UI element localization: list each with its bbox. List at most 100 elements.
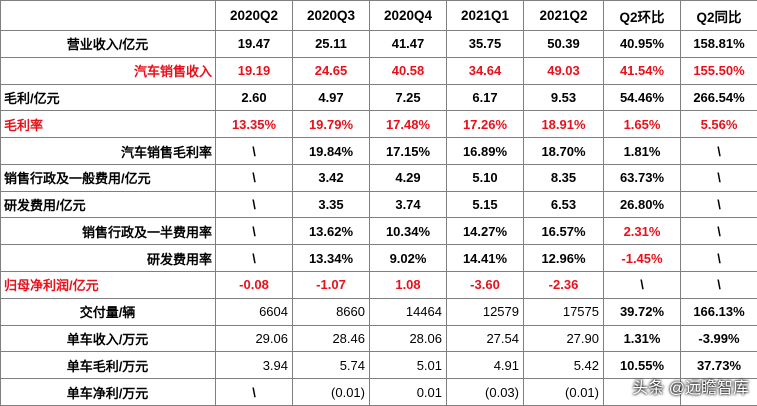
table-cell: -3.99% (680, 324, 757, 353)
table-cell: 8660 (292, 297, 370, 326)
table-cell: 34.64 (446, 56, 524, 85)
table-row-sga-expense: 销售行政及一般费用/亿元 \ 3.42 4.29 5.10 8.35 63.73… (0, 163, 757, 192)
table-cell: 19.47 (215, 30, 293, 58)
table-cell: 6.17 (446, 83, 524, 112)
table-cell: 5.15 (446, 190, 524, 219)
table-cell: 13.35% (215, 110, 293, 139)
table-cell: -2.36 (523, 271, 604, 299)
table-cell: \ (680, 163, 757, 192)
table-cell: 6.53 (523, 190, 604, 219)
table-cell: 10.34% (369, 217, 447, 246)
table-cell: 266.54% (680, 83, 757, 112)
table-cell: 1.31% (603, 324, 681, 353)
table-cell: 14464 (369, 297, 447, 326)
row-label: 研发费用率 (0, 244, 216, 273)
table-cell: -3.60 (446, 271, 524, 299)
table-cell: 18.70% (523, 137, 604, 165)
table-row-revenue: 营业收入/亿元 19.47 25.11 41.47 35.75 50.39 40… (0, 30, 757, 58)
table-cell: 5.42 (523, 351, 604, 380)
table-row-gross-margin: 毛利率 13.35% 19.79% 17.48% 17.26% 18.91% 1… (0, 110, 757, 139)
table-cell: -1.45% (603, 244, 681, 273)
table-cell: 26.80% (603, 190, 681, 219)
table-cell: 2.60 (215, 83, 293, 112)
table-cell: \ (680, 217, 757, 246)
table-cell: 19.19 (215, 56, 293, 85)
table-cell: 50.39 (523, 30, 604, 58)
table-cell: 17.15% (369, 137, 447, 165)
table-cell: 1.81% (603, 137, 681, 165)
table-cell: 41.47 (369, 30, 447, 58)
table-cell: 166.13% (680, 297, 757, 326)
table-cell: 4.29 (369, 163, 447, 192)
row-label: 单车毛利/万元 (0, 351, 216, 380)
table-cell: 4.97 (292, 83, 370, 112)
table-cell: (0.01) (523, 378, 604, 406)
row-label: 交付量/辆 (0, 297, 216, 326)
table-cell: (0.01) (292, 378, 370, 406)
table-cell: 40.95% (603, 30, 681, 58)
table-cell: 63.73% (603, 163, 681, 192)
row-label: 单车收入/万元 (0, 324, 216, 353)
table-row-rd-expense: 研发费用/亿元 \ 3.35 3.74 5.15 6.53 26.80% \ (0, 190, 757, 219)
table-cell: 2.31% (603, 217, 681, 246)
row-label: 单车净利/万元 (0, 378, 216, 406)
table-cell: \ (680, 137, 757, 165)
table-cell: 18.91% (523, 110, 604, 139)
table-row-auto-sales-revenue: 汽车销售收入 19.19 24.65 40.58 34.64 49.03 41.… (0, 56, 757, 85)
table-row-gross-profit: 毛利/亿元 2.60 4.97 7.25 6.17 9.53 54.46% 26… (0, 83, 757, 112)
table-cell: 4.91 (446, 351, 524, 380)
table-cell: 7.25 (369, 83, 447, 112)
table-cell: 158.81% (680, 30, 757, 58)
table-cell: 19.79% (292, 110, 370, 139)
table-cell: 19.84% (292, 137, 370, 165)
table-cell: -0.08 (215, 271, 293, 299)
row-label: 汽车销售毛利率 (0, 137, 216, 165)
row-label: 毛利率 (0, 110, 216, 139)
table-cell: 0.01 (369, 378, 447, 406)
table-cell: \ (215, 163, 293, 192)
row-label: 归母净利润/亿元 (0, 271, 216, 299)
table-cell: 8.35 (523, 163, 604, 192)
table-cell: 28.46 (292, 324, 370, 353)
table-cell: 27.54 (446, 324, 524, 353)
table-cell: 155.50% (680, 56, 757, 85)
header-row: 2020Q2 2020Q3 2020Q4 2021Q1 2021Q2 Q2环比 … (0, 0, 757, 31)
table-cell: 17575 (523, 297, 604, 326)
table-cell: 24.65 (292, 56, 370, 85)
table-row-net-profit-per-vehicle: 单车净利/万元 \ (0.01) 0.01 (0.03) (0.01) (0, 378, 757, 406)
table-cell: 3.42 (292, 163, 370, 192)
table-cell: 9.53 (523, 83, 604, 112)
table-cell: 9.02% (369, 244, 447, 273)
table-cell: 49.03 (523, 56, 604, 85)
table-cell: 29.06 (215, 324, 293, 353)
table-cell: \ (603, 271, 681, 299)
table-cell: \ (215, 137, 293, 165)
table-row-deliveries: 交付量/辆 6604 8660 14464 12579 17575 39.72%… (0, 297, 757, 326)
table-cell: 40.58 (369, 56, 447, 85)
header-cell: Q2环比 (603, 0, 681, 31)
table-cell: (0.03) (446, 378, 524, 406)
table-cell: 3.35 (292, 190, 370, 219)
table-cell: \ (215, 190, 293, 219)
table-cell: 14.27% (446, 217, 524, 246)
table-cell: \ (215, 378, 293, 406)
table-cell: 5.56% (680, 110, 757, 139)
table-cell: 10.55% (603, 351, 681, 380)
table-cell: \ (680, 190, 757, 219)
table-cell: 27.90 (523, 324, 604, 353)
table-row-sga-ratio: 销售行政及一半费用率 \ 13.62% 10.34% 14.27% 16.57%… (0, 217, 757, 246)
table-cell: 41.54% (603, 56, 681, 85)
table-cell: 14.41% (446, 244, 524, 273)
header-cell: 2020Q4 (369, 0, 447, 31)
header-cell: 2020Q3 (292, 0, 370, 31)
row-label: 研发费用/亿元 (0, 190, 216, 219)
table-cell: 1.65% (603, 110, 681, 139)
table-cell: 16.57% (523, 217, 604, 246)
table-cell: 3.94 (215, 351, 293, 380)
table-cell: 28.06 (369, 324, 447, 353)
table-cell: 25.11 (292, 30, 370, 58)
table-cell: 16.89% (446, 137, 524, 165)
table-cell: 5.10 (446, 163, 524, 192)
table-cell: 54.46% (603, 83, 681, 112)
